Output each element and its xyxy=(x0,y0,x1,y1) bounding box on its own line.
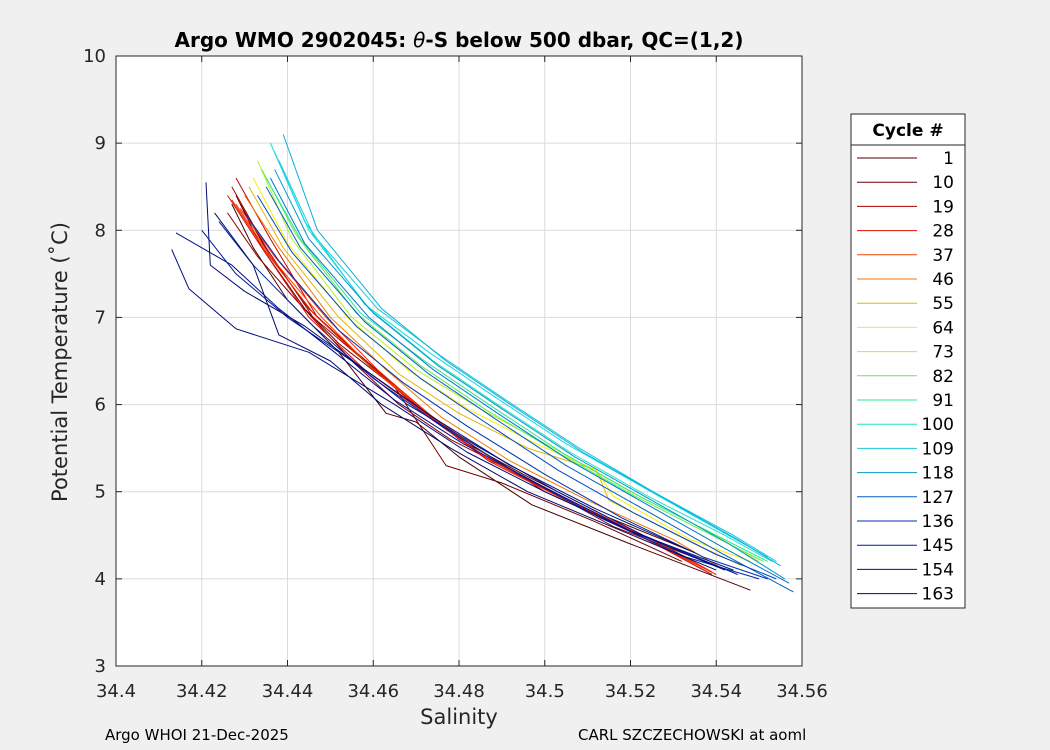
legend-entry: 163 xyxy=(857,585,954,605)
x-tick-label: 34.52 xyxy=(605,681,657,702)
legend-label: 127 xyxy=(922,488,954,508)
legend-entry: 91 xyxy=(857,391,954,411)
series-line-cycle-1 xyxy=(231,203,751,591)
y-tick-label: 10 xyxy=(83,46,106,67)
legend-label: 100 xyxy=(922,415,954,435)
legend-entry: 55 xyxy=(857,294,954,314)
footer-left: Argo WHOI 21-Dec-2025 xyxy=(105,726,289,744)
legend-label: 163 xyxy=(922,585,954,605)
x-tick-label: 34.56 xyxy=(776,681,828,702)
legend-entry: 109 xyxy=(857,439,954,459)
x-tick-label: 34.42 xyxy=(176,681,228,702)
series-line-cycle-46 xyxy=(244,195,726,571)
y-tick-label: 9 xyxy=(95,133,106,154)
title-prefix: Argo WMO 2902045: xyxy=(175,28,414,52)
y-ticks: 3 4 5 6 7 8 9 10 xyxy=(83,46,802,677)
x-tick-label: 34.54 xyxy=(690,681,742,702)
series-line-cycle-64 xyxy=(252,177,751,562)
legend-label: 28 xyxy=(932,222,954,242)
legend-label: 19 xyxy=(932,197,954,217)
legend-entry: 46 xyxy=(857,270,954,290)
legend-label: 37 xyxy=(932,246,954,266)
y-tick-label: 3 xyxy=(95,656,106,677)
y-axis-label: Potential Temperature (˚C) xyxy=(48,222,72,502)
legend-entry: 10 xyxy=(857,173,954,193)
series-line-cycle-114 xyxy=(282,134,781,567)
legend-title: Cycle # xyxy=(872,121,943,141)
legend-label: 10 xyxy=(932,173,954,193)
axes: 34.4 34.42 34.44 34.46 34.48 34.5 34.52 34.54 34… xyxy=(83,46,828,702)
series-line-cycle-145 xyxy=(201,229,738,575)
y-tick-label: 4 xyxy=(95,569,106,590)
x-tick-label: 34.46 xyxy=(347,681,399,702)
legend-entry: 73 xyxy=(857,343,954,363)
legend-entry: 82 xyxy=(857,367,954,387)
legend-label: 118 xyxy=(922,464,954,484)
legend-box xyxy=(850,113,966,609)
legend-label: 64 xyxy=(932,318,954,338)
legend-entry: 118 xyxy=(857,464,954,484)
x-tick-label: 34.44 xyxy=(262,681,314,702)
y-tick-label: 7 xyxy=(95,307,106,328)
series-line-cycle-158 xyxy=(205,182,696,554)
legend-entry: 37 xyxy=(857,246,954,266)
series-line-cycle-100 xyxy=(274,151,773,562)
chart-title: Argo WMO 2902045: θ-S below 500 dbar, QC… xyxy=(175,28,744,52)
series-line-cycle-131 xyxy=(257,195,777,580)
title-symbol: θ xyxy=(413,28,425,52)
series-line-cycle-163 xyxy=(214,212,717,571)
legend-entry: 154 xyxy=(857,560,954,580)
series-line-cycle-82 xyxy=(261,169,764,562)
legend-entry: 127 xyxy=(857,488,954,508)
legend-entry: 136 xyxy=(857,512,954,532)
legend-entry: 100 xyxy=(857,415,954,435)
legend: Cycle # 1 10 19 28 37 46 55 64 73 82 91 100 109 118 12… xyxy=(850,113,966,609)
legend-label: 73 xyxy=(932,343,954,363)
series-layer xyxy=(171,134,794,593)
x-axis-label: Salinity xyxy=(420,705,498,729)
legend-label: 46 xyxy=(932,270,954,290)
legend-label: 145 xyxy=(922,536,954,556)
series-line-cycle-105 xyxy=(269,142,768,558)
series-line-cycle-127 xyxy=(265,186,794,593)
title-suffix: -S below 500 dbar, QC=(1,2) xyxy=(425,28,743,52)
legend-entry: 1 xyxy=(857,149,954,169)
legend-entry: 145 xyxy=(857,536,954,556)
series-line-cycle-123 xyxy=(269,177,790,584)
legend-label: 91 xyxy=(932,391,954,411)
grid xyxy=(116,56,802,666)
legend-label: 109 xyxy=(922,439,954,459)
series-line-cycle-150 xyxy=(175,232,734,571)
x-ticks: 34.4 34.42 34.44 34.46 34.48 34.5 34.52 34.54 34… xyxy=(96,56,828,702)
y-tick-label: 6 xyxy=(95,395,106,416)
x-tick-label: 34.5 xyxy=(525,681,565,702)
series-line-cycle-109 xyxy=(278,160,777,562)
legend-entry: 28 xyxy=(857,222,954,242)
y-tick-label: 8 xyxy=(95,220,106,241)
x-tick-label: 34.48 xyxy=(433,681,485,702)
legend-entry: 64 xyxy=(857,318,954,338)
y-tick-label: 5 xyxy=(95,482,106,503)
legend-entry: 19 xyxy=(857,197,954,217)
legend-entries: 1 10 19 28 37 46 55 64 73 82 91 100 109 118 127 136 145 1… xyxy=(857,149,954,605)
legend-label: 136 xyxy=(922,512,954,532)
series-line-cycle-154 xyxy=(171,249,725,571)
legend-label: 1 xyxy=(943,149,954,169)
legend-label: 154 xyxy=(922,560,954,580)
legend-label: 82 xyxy=(932,367,954,387)
series-line-cycle-140 xyxy=(218,221,760,580)
legend-label: 55 xyxy=(932,294,954,314)
footer-right: CARL SZCZECHOWSKI at aoml xyxy=(578,726,806,744)
x-tick-label: 34.4 xyxy=(96,681,136,702)
series-line-cycle-118 xyxy=(274,169,786,580)
